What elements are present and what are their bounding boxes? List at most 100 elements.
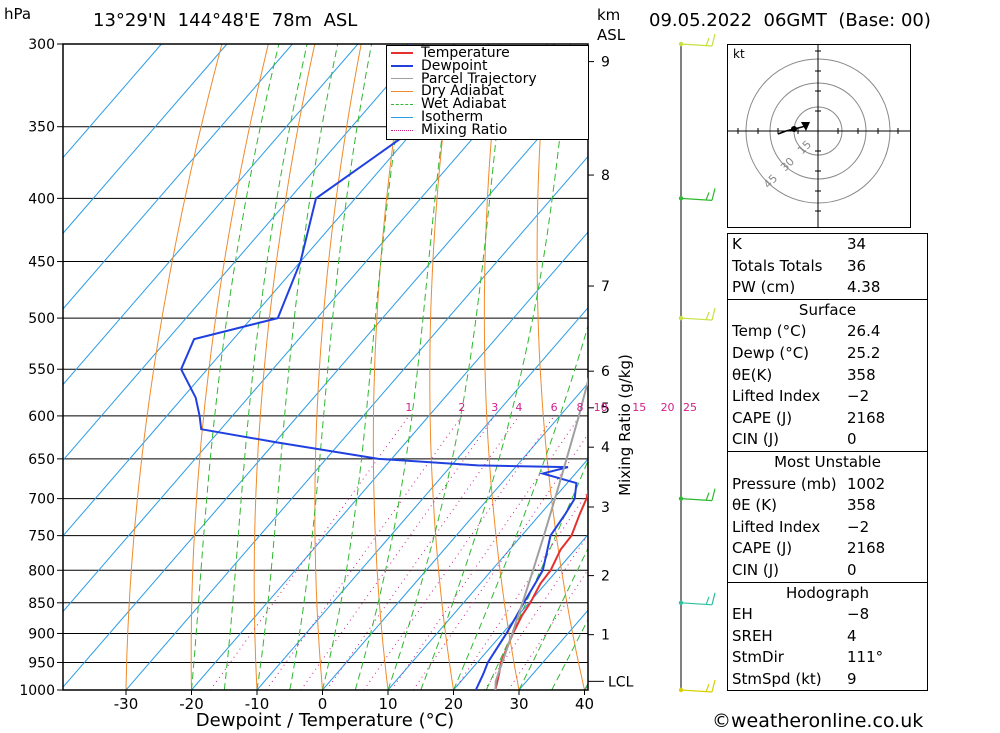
height-km-label: 6	[601, 364, 610, 380]
legend-item: Isotherm	[387, 110, 588, 124]
dry-adiabat-line	[918, 44, 1000, 690]
surface-label: θE(K)	[732, 365, 773, 384]
temperature-tick-label: -10	[245, 695, 270, 713]
mixing-ratio-line	[326, 415, 520, 690]
mixing-ratio-line	[412, 433, 588, 690]
hodograph-ring-label: 45	[761, 172, 780, 191]
most-unstable-value: 1002	[847, 474, 886, 493]
hodograph-ring-label: 30	[778, 155, 797, 174]
isotherm-line	[453, 533, 588, 690]
height-km-label: 5	[601, 401, 610, 417]
mixing-ratio-label: 6	[551, 401, 558, 414]
most-unstable-label: Pressure (mb)	[732, 474, 837, 493]
mixing-ratio-label: 15	[632, 401, 646, 414]
hodograph-unit-label: kt	[733, 47, 745, 61]
hodograph-stat-value: 111°	[847, 648, 884, 667]
most-unstable-title: Most Unstable	[774, 452, 881, 471]
wind-barb-flag	[705, 192, 710, 201]
legend-swatch	[391, 104, 413, 106]
temperature-tick-label: 0	[318, 695, 328, 713]
surface-value: 358	[847, 365, 876, 384]
hodograph-stat-row: StmDir 111°	[728, 647, 927, 669]
hodograph-arrow	[801, 122, 810, 131]
pressure-tick-label: 550	[28, 362, 55, 378]
temperature-tick-label: 30	[509, 695, 528, 713]
surface-row: θE(K) 358	[728, 365, 927, 387]
isotherm-line	[63, 44, 490, 537]
temperature-tick-label: -20	[179, 695, 204, 713]
datetime-title: 09.05.2022 06GMT (Base: 00)	[649, 10, 931, 31]
height-km-label: 3	[601, 500, 610, 516]
wet-adiabat-line	[420, 44, 571, 690]
mixing-ratio-label: 8	[577, 401, 584, 414]
legend-swatch	[391, 91, 413, 93]
most-unstable-label: CAPE (J)	[732, 539, 793, 558]
mixing-ratio-label: 3	[491, 401, 498, 414]
index-label: Totals Totals	[732, 256, 823, 275]
height-km-label: 8	[601, 168, 610, 184]
most-unstable-label: CIN (J)	[732, 560, 780, 579]
wind-barb-shaft	[680, 317, 713, 321]
mixing-ratio-line	[390, 415, 581, 690]
wet-adiabat-line	[453, 324, 588, 690]
pressure-tick-label: 500	[28, 311, 55, 327]
legend-swatch	[391, 52, 413, 55]
surface-row: CIN (J) 0	[728, 429, 927, 451]
most-unstable-row: Lifted Index −2	[728, 517, 927, 539]
height-km-label: 4	[601, 440, 610, 456]
most-unstable-row: CIN (J) 0	[728, 560, 927, 582]
hodograph-stat-label: StmDir	[732, 648, 784, 667]
hodograph-stat-value: 9	[847, 669, 857, 688]
index-value: 36	[847, 256, 867, 275]
pressure-tick-label: 350	[28, 120, 55, 136]
surface-row: Dewp (°C) 25.2	[728, 343, 927, 365]
pressure-tick-label: 600	[28, 409, 55, 425]
dry-adiabat-line	[125, 44, 223, 690]
pressure-tick-label: 850	[28, 596, 55, 612]
temperature-tick-label: 40	[575, 695, 594, 713]
index-row: PW (cm) 4.38	[728, 277, 927, 299]
dewpoint-line	[179, 44, 578, 690]
most-unstable-row: θE (K) 358	[728, 495, 927, 517]
wind-barb	[678, 679, 716, 693]
legend-swatch	[391, 116, 413, 118]
wind-barb	[678, 307, 716, 321]
legend-label: Mixing Ratio	[421, 121, 508, 138]
wind-barb-flag	[705, 596, 710, 606]
temperature-tick-label: 10	[378, 695, 397, 713]
hodograph-stat-value: −8	[847, 605, 870, 624]
surface-value: 0	[847, 430, 857, 449]
hodograph-stat-label: EH	[732, 605, 753, 624]
isotherm-line	[63, 44, 228, 235]
copyright-footer: ©weatheronline.co.uk	[712, 710, 924, 732]
surface-row: Temp (°C) 26.4	[728, 321, 927, 343]
legend-swatch	[391, 65, 413, 68]
isotherm-line	[125, 155, 588, 690]
index-label: PW (cm)	[732, 278, 796, 297]
wind-barb	[678, 188, 716, 201]
hodograph-stat-row: EH −8	[728, 604, 927, 626]
surface-row: Lifted Index −2	[728, 386, 927, 408]
pressure-tick-label: 300	[28, 37, 55, 53]
surface-label: Temp (°C)	[732, 322, 807, 341]
legend-item: Temperature	[387, 46, 588, 60]
hodograph-stat-value: 4	[847, 626, 857, 645]
wet-adiabat-line	[354, 44, 455, 690]
mixing-ratio-label: 25	[683, 401, 697, 414]
most-unstable-row: Pressure (mb) 1002	[728, 474, 927, 496]
isotherm-line	[387, 458, 588, 690]
surface-row: CAPE (J) 2168	[728, 408, 927, 430]
mixing-ratio-label: 10	[594, 401, 608, 414]
wind-barb-flag	[705, 311, 710, 321]
dry-adiabat-line	[965, 44, 1000, 690]
lcl-label: LCL	[608, 674, 634, 690]
height-km-label: 7	[601, 279, 610, 295]
hodograph-stat-label: SREH	[732, 626, 773, 645]
wet-adiabat-line	[256, 44, 339, 690]
surface-value: −2	[847, 387, 870, 406]
index-value: 34	[847, 235, 867, 253]
height-unit-asl: ASL	[597, 26, 626, 44]
surface-label: CIN (J)	[732, 430, 780, 449]
isotherm-line	[63, 80, 588, 688]
